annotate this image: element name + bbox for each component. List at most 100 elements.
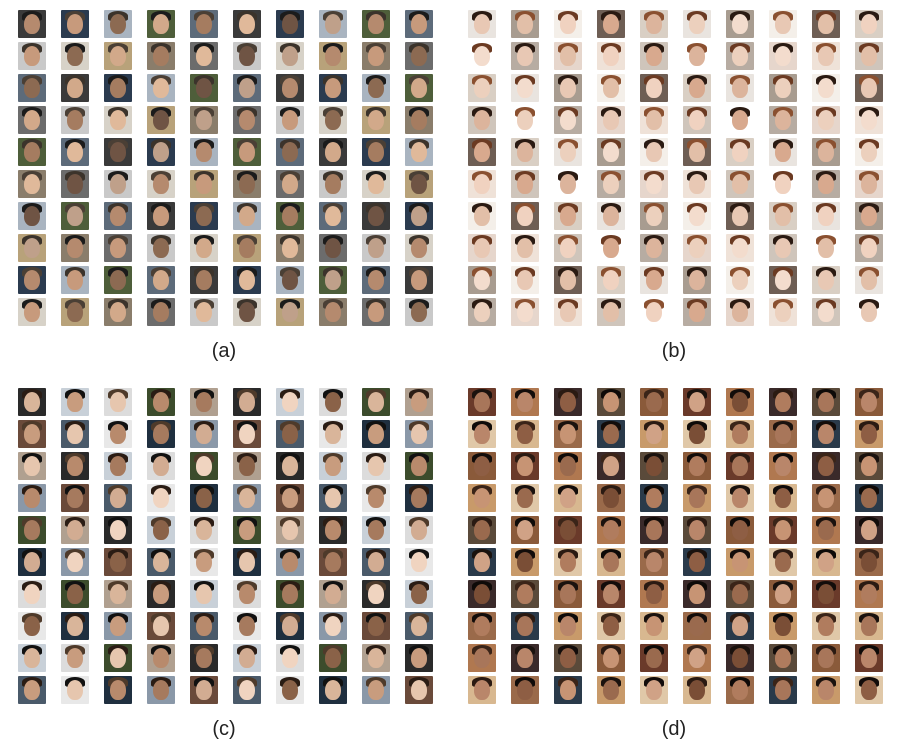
- face-shape: [517, 584, 533, 604]
- face-thumbnail: [104, 202, 132, 230]
- face-thumbnail: [276, 484, 304, 512]
- face-thumbnail: [362, 10, 390, 38]
- face-thumbnail: [597, 202, 625, 230]
- face-thumbnail: [319, 234, 347, 262]
- face-thumbnail: [276, 548, 304, 576]
- face-shape: [646, 206, 662, 226]
- face-shape: [689, 302, 705, 322]
- face-shape: [775, 616, 791, 636]
- face-thumbnail: [640, 266, 668, 294]
- face-thumbnail: [769, 266, 797, 294]
- face-shape: [689, 78, 705, 98]
- face-thumbnail: [276, 612, 304, 640]
- face-shape: [196, 488, 212, 508]
- face-thumbnail: [190, 106, 218, 134]
- face-shape: [153, 14, 169, 34]
- face-thumbnail: [362, 138, 390, 166]
- face-shape: [411, 424, 427, 444]
- face-shape: [517, 174, 533, 194]
- face-thumbnail: [683, 516, 711, 544]
- face-shape: [603, 14, 619, 34]
- face-shape: [861, 520, 877, 540]
- face-shape: [732, 488, 748, 508]
- face-shape: [196, 680, 212, 700]
- face-shape: [239, 78, 255, 98]
- face-thumbnail: [147, 298, 175, 326]
- face-thumbnail: [511, 580, 539, 608]
- face-shape: [732, 14, 748, 34]
- face-thumbnail: [233, 676, 261, 704]
- face-shape: [517, 456, 533, 476]
- face-thumbnail: [511, 234, 539, 262]
- face-shape: [689, 488, 705, 508]
- face-shape: [196, 302, 212, 322]
- face-thumbnail: [683, 388, 711, 416]
- face-thumbnail: [104, 170, 132, 198]
- face-thumbnail: [18, 420, 46, 448]
- face-shape: [646, 174, 662, 194]
- face-shape: [110, 456, 126, 476]
- face-shape: [67, 456, 83, 476]
- face-thumbnail: [726, 234, 754, 262]
- face-shape: [110, 46, 126, 66]
- face-shape: [775, 206, 791, 226]
- face-thumbnail: [640, 484, 668, 512]
- face-thumbnail: [147, 548, 175, 576]
- face-shape: [239, 584, 255, 604]
- face-thumbnail: [276, 202, 304, 230]
- face-thumbnail: [511, 298, 539, 326]
- face-shape: [818, 392, 834, 412]
- face-thumbnail: [276, 420, 304, 448]
- face-thumbnail: [726, 644, 754, 672]
- face-shape: [239, 46, 255, 66]
- face-shape: [603, 174, 619, 194]
- face-thumbnail: [597, 42, 625, 70]
- face-thumbnail: [855, 580, 883, 608]
- face-thumbnail: [640, 452, 668, 480]
- face-shape: [368, 648, 384, 668]
- face-shape: [153, 488, 169, 508]
- face-shape: [732, 206, 748, 226]
- face-shape: [110, 424, 126, 444]
- face-thumbnail: [276, 10, 304, 38]
- face-shape: [646, 552, 662, 572]
- panel-b: (b): [460, 2, 888, 362]
- face-thumbnail: [554, 484, 582, 512]
- face-thumbnail: [276, 170, 304, 198]
- face-shape: [689, 648, 705, 668]
- face-thumbnail: [18, 388, 46, 416]
- face-shape: [775, 648, 791, 668]
- face-thumbnail: [319, 388, 347, 416]
- face-shape: [775, 456, 791, 476]
- face-shape: [153, 238, 169, 258]
- face-shape: [24, 520, 40, 540]
- face-shape: [861, 488, 877, 508]
- face-shape: [560, 270, 576, 290]
- face-thumbnail: [276, 74, 304, 102]
- face-shape: [153, 456, 169, 476]
- face-shape: [818, 174, 834, 194]
- face-thumbnail: [683, 106, 711, 134]
- face-thumbnail: [554, 10, 582, 38]
- face-thumbnail: [147, 202, 175, 230]
- face-thumbnail: [233, 548, 261, 576]
- face-thumbnail: [855, 420, 883, 448]
- face-shape: [818, 206, 834, 226]
- face-thumbnail: [511, 484, 539, 512]
- face-thumbnail: [190, 420, 218, 448]
- face-shape: [411, 302, 427, 322]
- face-thumbnail: [812, 612, 840, 640]
- face-shape: [732, 552, 748, 572]
- face-thumbnail: [18, 516, 46, 544]
- face-thumbnail: [233, 74, 261, 102]
- face-shape: [153, 552, 169, 572]
- face-shape: [603, 302, 619, 322]
- face-shape: [239, 302, 255, 322]
- face-thumbnail: [683, 644, 711, 672]
- face-thumbnail: [640, 298, 668, 326]
- face-shape: [474, 680, 490, 700]
- face-shape: [24, 14, 40, 34]
- face-thumbnail: [812, 234, 840, 262]
- face-shape: [603, 46, 619, 66]
- face-shape: [861, 174, 877, 194]
